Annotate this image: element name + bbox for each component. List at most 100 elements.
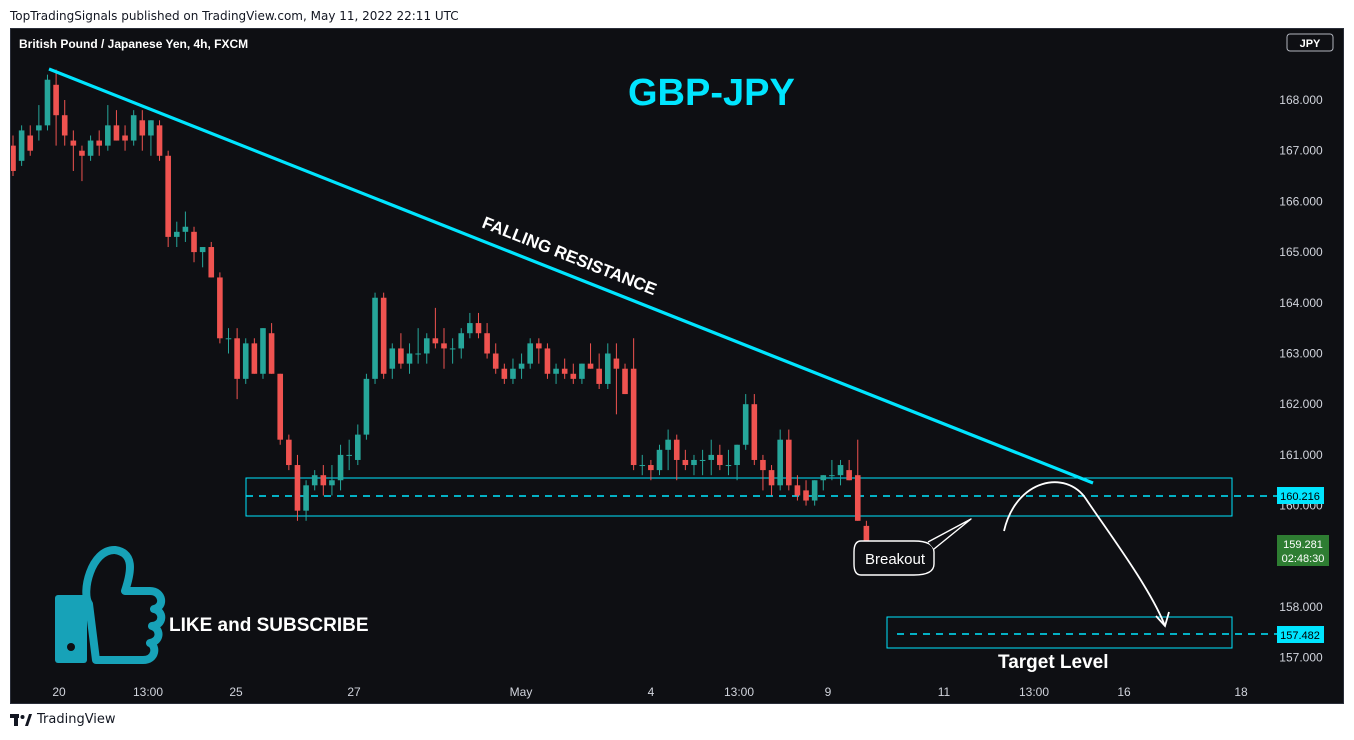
candle-body — [691, 459, 697, 466]
candle — [760, 454, 766, 491]
chart-panel[interactable]: 168.000 167.000 166.000 165.000 164.000 163.0… — [10, 28, 1344, 704]
candle — [648, 459, 654, 481]
candle-body — [199, 247, 206, 253]
candle-body — [708, 454, 715, 460]
candle — [561, 358, 568, 379]
candle-body — [760, 459, 766, 471]
candle-body — [320, 475, 327, 486]
thumbs-up-icon[interactable] — [55, 546, 166, 664]
candle-body — [786, 439, 792, 486]
currency-badge[interactable]: JPY — [1286, 33, 1334, 52]
breakout-pointer — [927, 518, 972, 550]
y-tick-label: 162.000 — [1279, 397, 1323, 411]
candle — [217, 272, 223, 344]
candle — [320, 465, 327, 496]
candle — [794, 475, 801, 501]
candle-body — [613, 358, 620, 369]
candle-body — [561, 368, 568, 374]
candle — [673, 434, 680, 481]
publisher-caption: TopTradingSignals published on TradingVi… — [10, 9, 459, 23]
candle-body — [570, 373, 577, 379]
candle — [130, 110, 137, 146]
candle — [458, 328, 465, 359]
candle-body — [251, 343, 258, 374]
candle-body — [130, 115, 137, 141]
currency-label: JPY — [1300, 38, 1321, 50]
candle — [587, 343, 594, 369]
candle-body — [225, 338, 232, 340]
candle — [484, 323, 490, 359]
candle-body — [510, 368, 516, 379]
candle — [786, 429, 792, 491]
candle-body — [837, 465, 844, 476]
x-tick-label: 4 — [648, 685, 655, 699]
candle-body — [337, 454, 344, 481]
candle — [406, 343, 413, 374]
tradingview-footer[interactable]: TradingView — [10, 712, 116, 727]
candle-body — [113, 125, 120, 141]
candle-body — [751, 404, 758, 460]
x-tick-label: 25 — [229, 685, 243, 699]
candle-body — [423, 338, 430, 354]
candle — [346, 439, 352, 471]
candlestick-series — [11, 69, 878, 562]
candle-body — [372, 297, 378, 379]
candle — [156, 120, 163, 161]
candle-body — [458, 333, 465, 349]
candle — [751, 394, 758, 466]
candle-body — [829, 475, 835, 477]
candle — [691, 454, 697, 476]
candle — [467, 312, 473, 339]
candle-body — [61, 115, 68, 136]
candle — [432, 307, 439, 349]
candle — [854, 439, 861, 521]
candle-body — [156, 125, 163, 156]
candle-body — [173, 231, 180, 237]
x-tick-label: 16 — [1117, 685, 1131, 699]
y-tick-label: 163.000 — [1279, 347, 1323, 361]
candle-body — [165, 155, 171, 237]
candle-body — [36, 125, 42, 131]
tradingview-logo-icon — [10, 713, 32, 726]
candle-body — [553, 368, 559, 374]
zones — [245, 477, 1277, 649]
candle — [820, 475, 827, 491]
candle — [242, 338, 249, 384]
candle-body — [725, 465, 732, 467]
candle-body — [863, 525, 870, 552]
candle-body — [846, 470, 852, 481]
candle-body — [854, 475, 861, 521]
candle — [510, 358, 516, 384]
x-tick-label: 11 — [938, 685, 951, 699]
candle — [553, 363, 559, 384]
candle — [53, 69, 59, 146]
candle-body — [406, 353, 413, 364]
candle — [208, 241, 215, 278]
candle — [441, 328, 447, 369]
candle-body — [475, 323, 482, 334]
target-level-label: Target Level — [998, 652, 1109, 673]
y-tick-label: 158.000 — [1279, 600, 1323, 614]
candle — [139, 110, 146, 151]
candle — [803, 480, 809, 506]
candle — [44, 74, 51, 131]
candle — [613, 343, 620, 415]
x-tick-label: 13:00 — [724, 685, 754, 699]
candle — [811, 480, 818, 506]
y-tick-label: 161.000 — [1279, 448, 1323, 462]
candle — [294, 454, 301, 521]
candle — [622, 363, 628, 395]
candle-body — [777, 439, 783, 486]
y-tick-label: 164.000 — [1279, 296, 1323, 310]
price-chart[interactable]: 168.000 167.000 166.000 165.000 164.000 163.0… — [11, 29, 1345, 705]
candle — [11, 135, 16, 177]
candle-body — [44, 79, 51, 126]
candle-body — [717, 454, 723, 466]
candle-body — [432, 338, 439, 344]
y-tick-label: 165.000 — [1279, 245, 1323, 259]
y-tick-label: 166.000 — [1279, 194, 1323, 208]
candle-body — [492, 353, 499, 369]
candle — [415, 328, 421, 364]
candle-body — [803, 490, 809, 501]
candle — [36, 105, 42, 141]
